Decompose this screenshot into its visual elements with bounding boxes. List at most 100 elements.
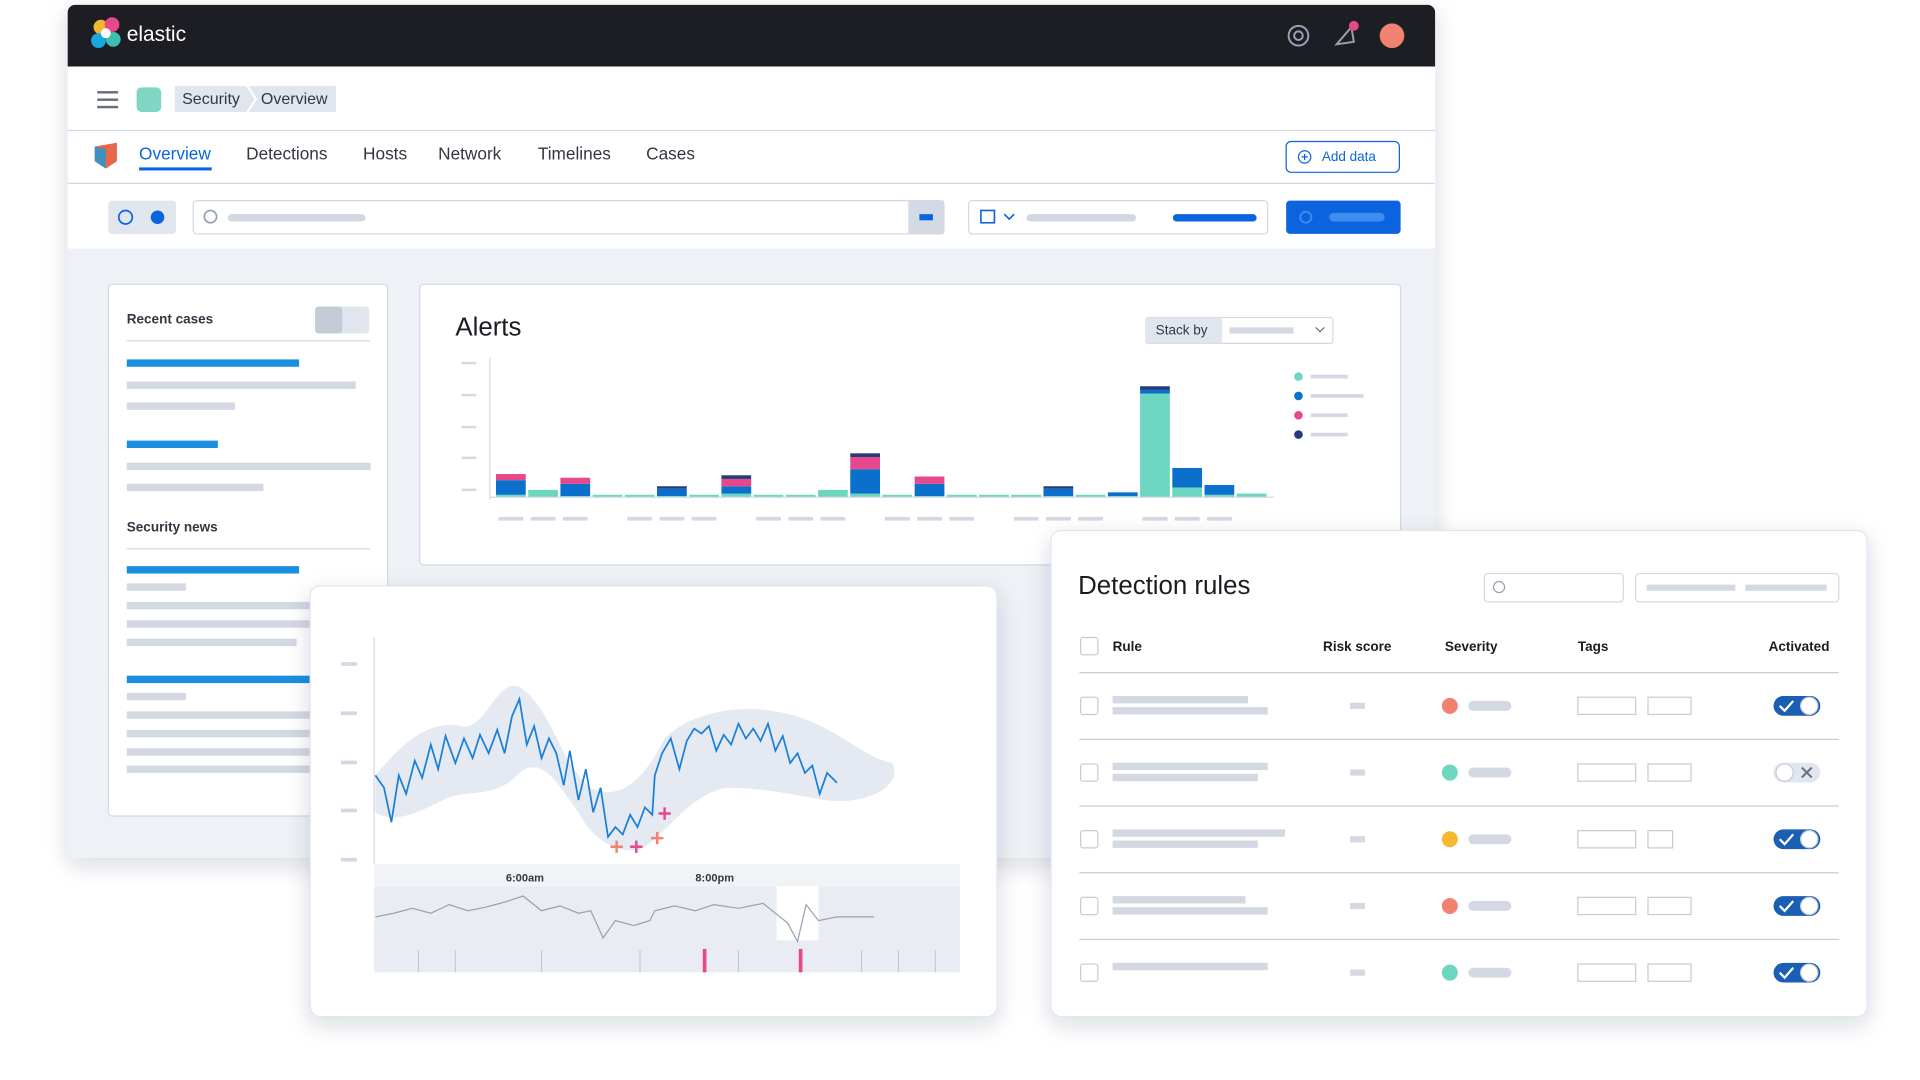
row-checkbox[interactable] <box>1080 763 1099 782</box>
legend-placeholder <box>1310 374 1348 379</box>
bar-segment <box>979 494 1009 498</box>
x-tick <box>756 516 781 521</box>
decoration <box>1299 210 1313 224</box>
bar-segment <box>689 494 719 498</box>
decoration <box>340 760 357 765</box>
severity-label <box>1468 967 1512 978</box>
row-checkbox[interactable] <box>1080 896 1099 916</box>
bar-segment <box>721 486 752 494</box>
add-data-label: Add data <box>1322 149 1377 164</box>
bar-segment <box>496 494 526 498</box>
panel-title: Alerts <box>455 313 521 341</box>
x-label: 8:00pm <box>695 873 734 885</box>
row-checkbox[interactable] <box>1080 696 1099 716</box>
decoration <box>374 696 838 840</box>
decoration: Overview Detections Hosts Network Timelines C… <box>139 144 695 164</box>
x-tick <box>1013 516 1039 521</box>
decoration <box>461 425 477 429</box>
x-tick <box>788 516 814 521</box>
decoration <box>97 98 119 101</box>
tag <box>1577 696 1637 716</box>
decoration <box>1635 572 1840 603</box>
decoration <box>126 675 324 684</box>
decoration <box>67 4 1436 67</box>
decoration <box>658 807 671 820</box>
decoration <box>1172 214 1257 222</box>
legend-placeholder <box>1310 413 1348 418</box>
bar-segment <box>721 493 752 498</box>
decoration <box>126 711 324 719</box>
bar-segment <box>560 477 591 484</box>
decoration <box>126 483 264 492</box>
bar-segment <box>592 494 623 498</box>
bar-segment <box>496 474 526 481</box>
tag <box>1577 896 1637 916</box>
add-data-button[interactable]: Add data <box>1285 140 1401 173</box>
tag <box>1647 696 1692 716</box>
decoration <box>126 359 300 367</box>
decoration <box>126 381 356 389</box>
decoration <box>1301 153 1308 160</box>
breadcrumb[interactable]: Security <box>182 91 240 108</box>
toggle-icon <box>1778 700 1795 713</box>
decoration <box>702 948 707 973</box>
bar-segment <box>882 494 913 498</box>
decoration: Rule Risk score Severity Tags Activated <box>1113 639 1830 654</box>
decoration <box>126 765 324 773</box>
tag <box>1647 830 1674 849</box>
decoration <box>461 393 477 397</box>
rule-row <box>1079 805 1839 850</box>
decoration <box>461 456 477 460</box>
decoration <box>1285 140 1401 173</box>
severity-label <box>1468 700 1512 711</box>
bar-segment <box>1204 485 1235 495</box>
decoration <box>100 28 111 39</box>
x-tick <box>1142 516 1168 521</box>
column-header: Tags <box>1578 639 1609 654</box>
bar-segment <box>818 489 848 498</box>
row-checkbox[interactable] <box>1080 830 1099 849</box>
legend-placeholder <box>1310 394 1364 398</box>
decoration <box>610 840 623 853</box>
stack-by-label: Stack by <box>1156 323 1208 338</box>
tab[interactable]: Overview <box>139 144 211 164</box>
toggle-knob <box>1800 896 1819 916</box>
decoration <box>980 209 996 224</box>
tab[interactable]: Cases <box>646 144 695 164</box>
severity-dot <box>1441 964 1458 981</box>
legend-swatch <box>1294 391 1303 401</box>
x-tick <box>820 516 846 521</box>
tab[interactable]: Timelines <box>538 144 611 164</box>
bar-segment <box>1172 467 1203 488</box>
avatar[interactable] <box>1379 23 1405 48</box>
menu-button[interactable] <box>97 91 119 109</box>
decoration <box>1334 24 1355 46</box>
bar-segment <box>1204 494 1235 498</box>
decoration <box>108 200 176 234</box>
x-label: 6:00am <box>506 873 544 885</box>
tab[interactable]: Detections <box>246 144 327 164</box>
rule-row <box>1079 872 1839 916</box>
decoration <box>104 17 120 32</box>
tab[interactable]: Hosts <box>363 144 407 164</box>
rule-name <box>1112 962 1268 971</box>
decoration <box>630 840 643 853</box>
decoration <box>776 886 819 941</box>
breadcrumb[interactable]: Overview <box>261 91 328 108</box>
bar-segment <box>1107 492 1138 497</box>
toggle-icon <box>1778 900 1795 913</box>
decoration <box>126 601 324 610</box>
decoration <box>340 808 357 813</box>
legend-swatch <box>1294 410 1303 420</box>
decoration <box>203 209 218 224</box>
bar-segment <box>624 494 655 498</box>
x-tick <box>498 516 524 521</box>
tab[interactable]: Network <box>438 144 502 164</box>
severity-dot <box>1441 764 1458 781</box>
bar-segment <box>528 489 558 498</box>
decoration <box>1293 30 1304 41</box>
decoration <box>97 91 119 94</box>
bar-segment <box>1075 494 1106 498</box>
row-checkbox[interactable] <box>1080 963 1099 982</box>
